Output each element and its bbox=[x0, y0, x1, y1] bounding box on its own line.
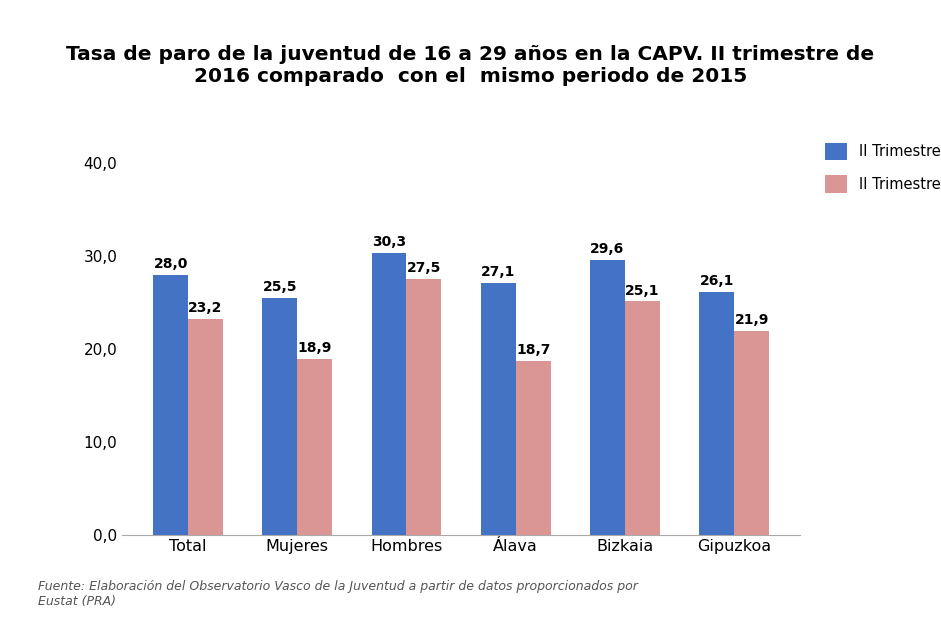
Text: 18,9: 18,9 bbox=[297, 341, 332, 355]
Text: Tasa de paro de la juventud de 16 a 29 años en la CAPV. II trimestre de
2016 com: Tasa de paro de la juventud de 16 a 29 a… bbox=[67, 45, 874, 86]
Text: 21,9: 21,9 bbox=[734, 314, 769, 327]
Bar bbox=[263, 298, 297, 535]
Text: 30,3: 30,3 bbox=[372, 236, 407, 249]
Text: 28,0: 28,0 bbox=[153, 257, 188, 271]
Text: 26,1: 26,1 bbox=[699, 274, 734, 289]
Bar bbox=[188, 319, 223, 535]
Text: Fuente: Elaboración del Observatorio Vasco de la Juventud a partir de datos prop: Fuente: Elaboración del Observatorio Vas… bbox=[38, 580, 637, 607]
Bar bbox=[297, 359, 332, 535]
Bar bbox=[590, 260, 625, 535]
Bar bbox=[153, 274, 188, 535]
Text: 29,6: 29,6 bbox=[590, 242, 625, 256]
Bar bbox=[516, 361, 550, 535]
Text: 23,2: 23,2 bbox=[188, 301, 223, 316]
Text: 25,5: 25,5 bbox=[263, 280, 297, 294]
Bar bbox=[372, 253, 407, 535]
Text: 25,1: 25,1 bbox=[625, 284, 660, 298]
Bar bbox=[407, 279, 441, 535]
Bar bbox=[481, 283, 516, 535]
Legend: II Trimestre 2015, II Trimestre 2016: II Trimestre 2015, II Trimestre 2016 bbox=[825, 142, 941, 193]
Text: 18,7: 18,7 bbox=[516, 343, 550, 357]
Bar bbox=[625, 301, 660, 535]
Bar bbox=[699, 292, 734, 535]
Text: 27,1: 27,1 bbox=[481, 265, 516, 279]
Text: 27,5: 27,5 bbox=[407, 261, 441, 276]
Bar bbox=[734, 331, 769, 535]
